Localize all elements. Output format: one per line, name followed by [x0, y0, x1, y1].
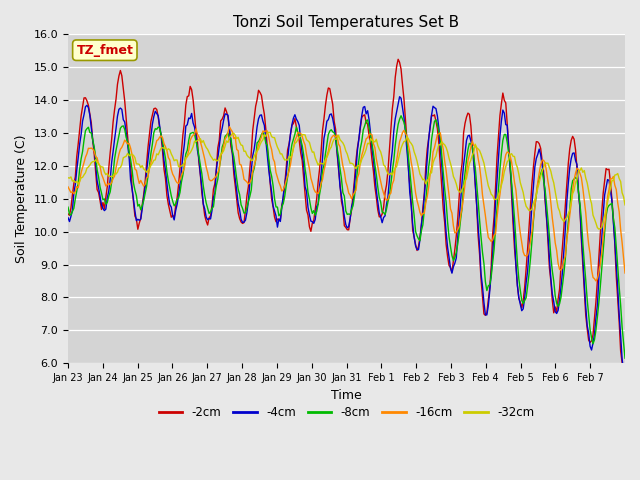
-4cm — [64, 215, 72, 221]
-4cm — [351, 181, 358, 187]
-16cm — [620, 255, 627, 261]
-2cm — [100, 206, 108, 212]
-8cm — [621, 355, 629, 361]
-4cm — [621, 376, 629, 382]
-2cm — [463, 114, 470, 120]
Legend: -2cm, -4cm, -8cm, -16cm, -32cm: -2cm, -4cm, -8cm, -16cm, -32cm — [154, 401, 540, 423]
-8cm — [351, 193, 358, 199]
Line: -8cm: -8cm — [68, 116, 625, 358]
-32cm — [545, 165, 553, 170]
-16cm — [100, 179, 108, 185]
-16cm — [352, 187, 360, 193]
-4cm — [83, 102, 91, 108]
-4cm — [545, 255, 553, 261]
-16cm — [64, 184, 72, 190]
-4cm — [618, 356, 626, 362]
-2cm — [64, 211, 72, 216]
-16cm — [226, 124, 234, 130]
-8cm — [618, 324, 626, 330]
-2cm — [83, 98, 91, 104]
-8cm — [64, 204, 72, 210]
-2cm — [545, 264, 553, 270]
Line: -2cm: -2cm — [68, 60, 625, 383]
-32cm — [620, 194, 627, 200]
-32cm — [621, 202, 629, 208]
-8cm — [545, 233, 553, 239]
-2cm — [621, 380, 629, 385]
Line: -32cm: -32cm — [68, 132, 625, 229]
-32cm — [595, 226, 603, 232]
-16cm — [621, 270, 629, 276]
-32cm — [463, 176, 470, 181]
Line: -4cm: -4cm — [68, 96, 625, 379]
-32cm — [264, 130, 271, 135]
-16cm — [545, 187, 553, 193]
X-axis label: Time: Time — [331, 389, 362, 402]
Line: -16cm: -16cm — [68, 127, 625, 281]
-2cm — [351, 176, 358, 182]
-8cm — [463, 157, 470, 163]
-2cm — [394, 57, 402, 62]
-4cm — [463, 137, 470, 143]
-16cm — [592, 278, 600, 284]
-32cm — [352, 166, 360, 171]
-4cm — [396, 94, 403, 99]
-8cm — [100, 196, 108, 202]
-8cm — [397, 113, 405, 119]
-16cm — [463, 170, 470, 176]
Y-axis label: Soil Temperature (C): Soil Temperature (C) — [15, 134, 28, 263]
Text: TZ_fmet: TZ_fmet — [76, 44, 133, 57]
-32cm — [83, 165, 91, 171]
Title: Tonzi Soil Temperatures Set B: Tonzi Soil Temperatures Set B — [234, 15, 460, 30]
-16cm — [83, 151, 91, 156]
-32cm — [100, 169, 108, 175]
-4cm — [100, 208, 108, 214]
-32cm — [64, 175, 72, 180]
-2cm — [618, 360, 626, 365]
-8cm — [83, 126, 91, 132]
